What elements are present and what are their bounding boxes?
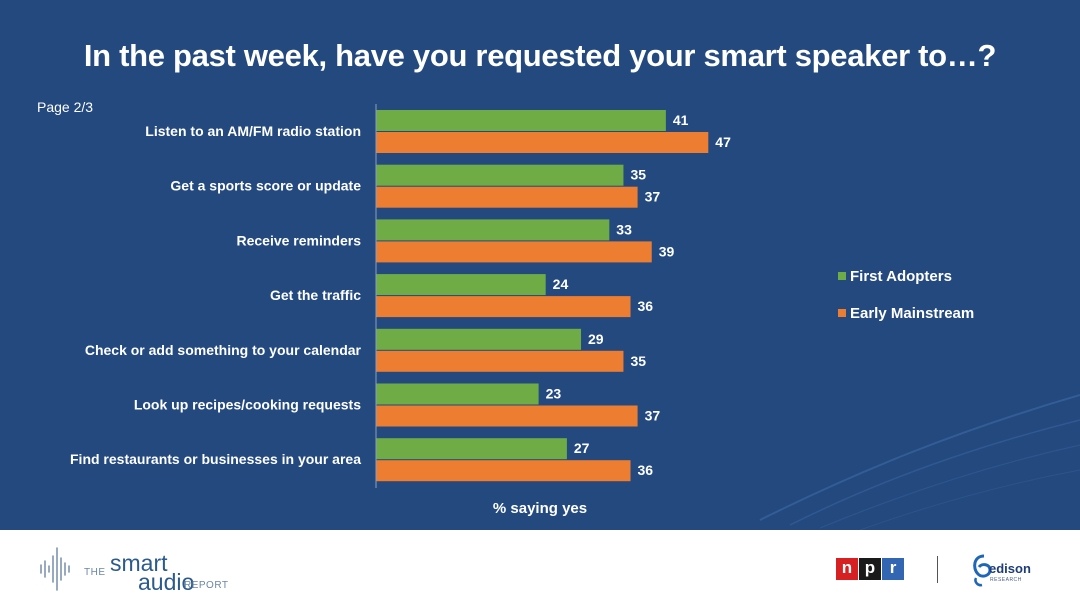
value-label: 23 xyxy=(546,386,562,402)
logo-divider xyxy=(937,556,938,583)
legend-item-early-mainstream: Early Mainstream xyxy=(838,303,974,323)
edison-research-logo: edison RESEARCH xyxy=(970,552,1050,592)
category-label: Look up recipes/cooking requests xyxy=(134,397,361,413)
smart-audio-report-logo: THE smart audio REPORT xyxy=(38,544,252,594)
value-label: 24 xyxy=(553,276,569,292)
x-axis-label: % saying yes xyxy=(493,500,587,517)
edison-swirl-icon xyxy=(973,554,992,587)
value-label: 36 xyxy=(638,298,654,314)
category-label: Check or add something to your calendar xyxy=(85,342,362,358)
background-swoosh xyxy=(759,394,1080,530)
npr-letter-n: n xyxy=(836,558,858,580)
value-label: 33 xyxy=(616,221,632,237)
brand-smart: smart xyxy=(110,550,168,576)
chart-legend: First Adopters Early Mainstream xyxy=(838,266,974,323)
value-label: 37 xyxy=(645,408,661,424)
brand-the: THE xyxy=(84,567,106,578)
value-label: 41 xyxy=(673,112,689,128)
brand-report: REPORT xyxy=(184,580,229,591)
value-label: 37 xyxy=(645,189,661,205)
value-label: 47 xyxy=(715,134,731,150)
category-label: Find restaurants or businesses in your a… xyxy=(70,451,361,467)
legend-item-first-adopters: First Adopters xyxy=(838,266,974,286)
bar xyxy=(376,328,582,350)
value-label: 36 xyxy=(638,462,654,478)
bar xyxy=(376,383,539,405)
category-label: Get the traffic xyxy=(270,287,361,303)
npr-letter-r: r xyxy=(882,558,904,580)
chart-background: In the past week, have you requested you… xyxy=(0,0,1080,530)
bar xyxy=(376,219,610,241)
bar xyxy=(376,296,631,318)
npr-logo: n p r xyxy=(836,558,905,580)
chart-title: In the past week, have you requested you… xyxy=(83,38,997,73)
bar xyxy=(376,110,666,131)
edison-sub: RESEARCH xyxy=(990,577,1022,583)
value-label: 29 xyxy=(588,331,604,347)
sound-wave-icon xyxy=(40,547,70,591)
legend-label-early-mainstream: Early Mainstream xyxy=(850,304,975,322)
value-label: 39 xyxy=(659,243,675,259)
legend-swatch-first-adopters xyxy=(838,272,846,280)
category-label: Listen to an AM/FM radio station xyxy=(145,123,361,139)
value-label: 27 xyxy=(574,440,590,456)
bar xyxy=(376,164,624,186)
value-label: 35 xyxy=(630,167,646,183)
bar xyxy=(376,350,624,372)
bar xyxy=(376,241,652,263)
value-label: 35 xyxy=(630,353,646,369)
page-indicator: Page 2/3 xyxy=(37,99,94,115)
legend-label-first-adopters: First Adopters xyxy=(850,267,952,285)
edison-name: edison xyxy=(989,561,1031,576)
bar xyxy=(376,132,709,153)
npr-letter-p: p xyxy=(859,558,881,580)
bar-chart: Listen to an AM/FM radio station 41 47 Get … xyxy=(70,104,731,517)
category-label: Receive reminders xyxy=(236,232,361,248)
bar xyxy=(376,405,638,427)
bar xyxy=(376,274,546,296)
category-label: Get a sports score or update xyxy=(170,178,361,194)
bar xyxy=(376,438,567,460)
brand-audio: audio xyxy=(138,569,195,595)
footer: THE smart audio REPORT n p r edison RESE… xyxy=(0,530,1080,608)
bar xyxy=(376,460,631,482)
legend-swatch-early-mainstream xyxy=(838,309,846,317)
bar xyxy=(376,186,638,208)
